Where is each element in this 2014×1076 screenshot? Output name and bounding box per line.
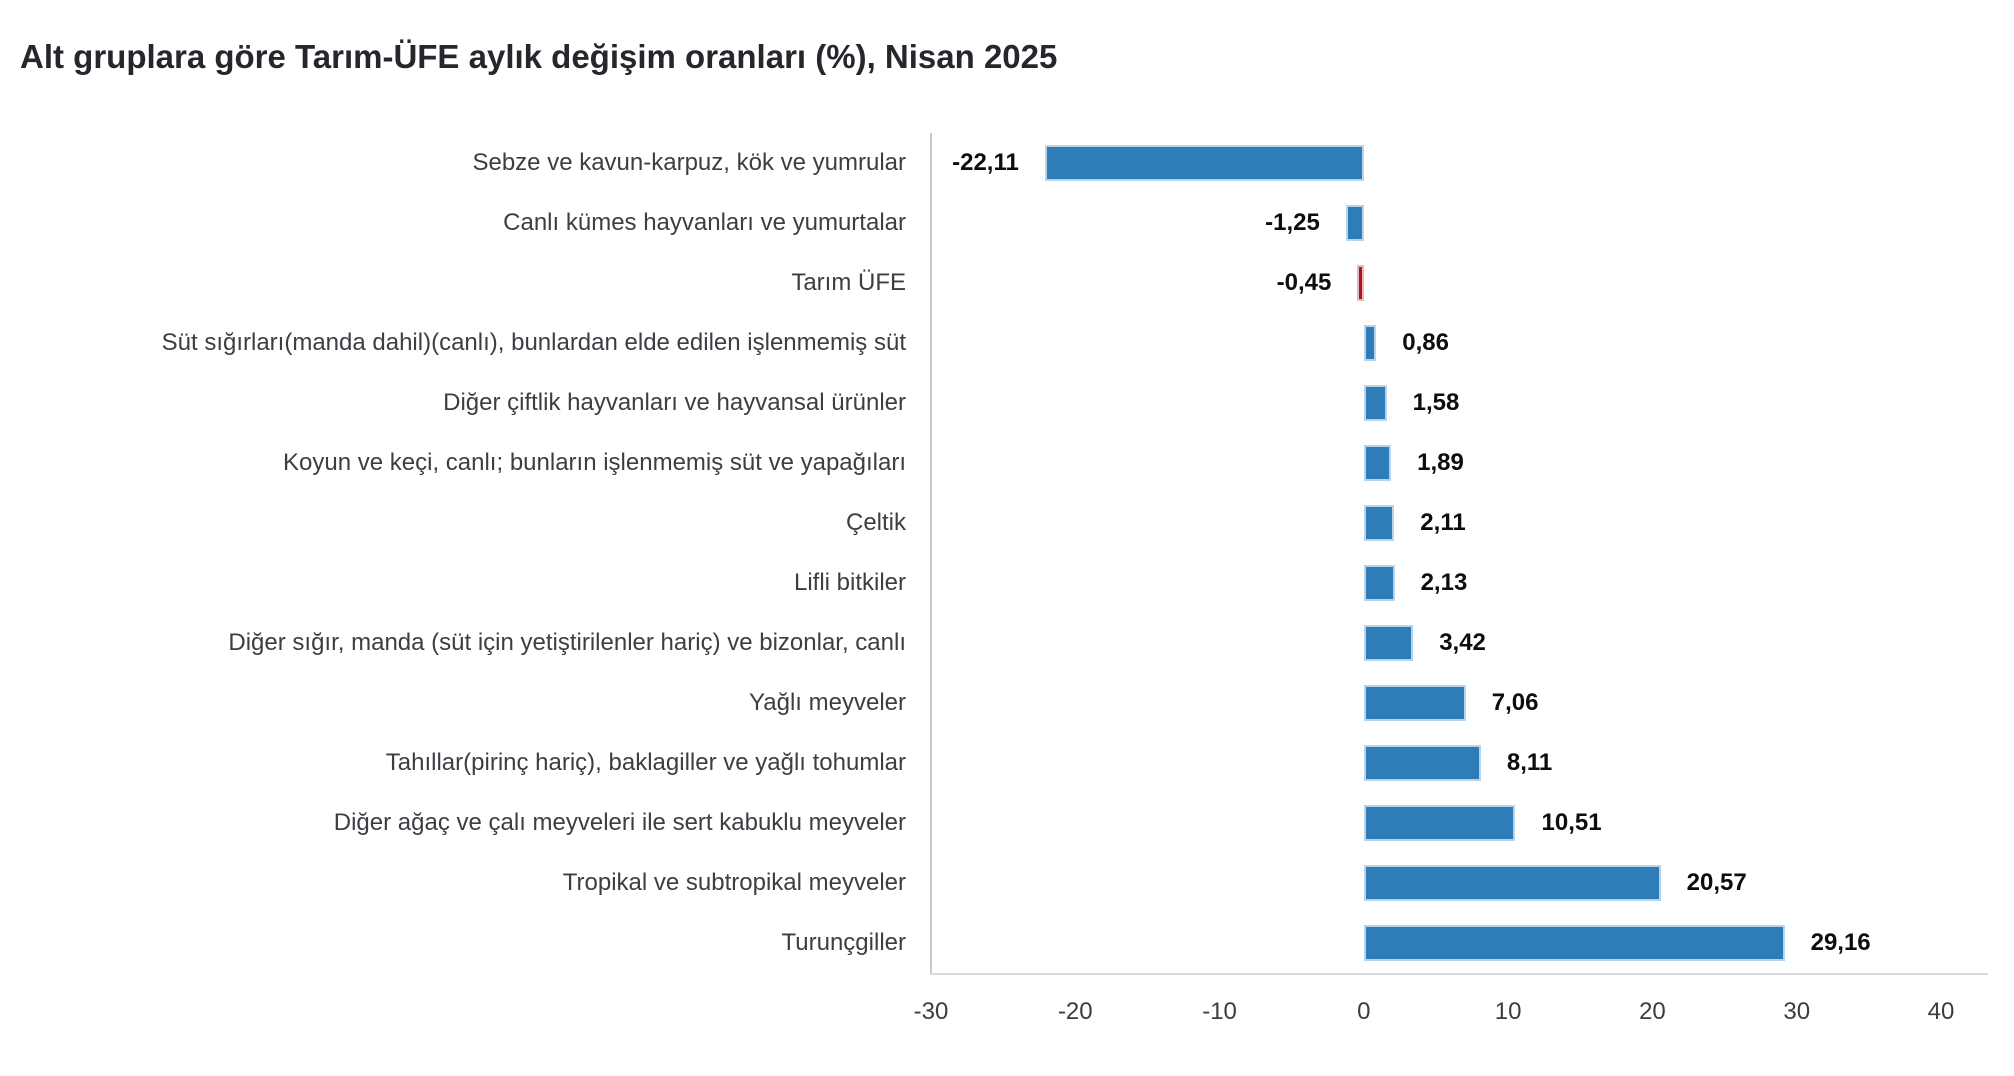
chart-title: Alt gruplara göre Tarım-ÜFE aylık değişi…: [20, 38, 1058, 75]
x-axis-tick-label: -10: [1202, 998, 1237, 1025]
category-label: Turunçgiller: [0, 913, 907, 973]
value-label: -22,11: [952, 149, 1019, 176]
category-label: Tropikal ve subtropikal meyveler: [0, 853, 906, 913]
category-label-text: Yağlı meyveler: [749, 689, 906, 716]
category-label: Koyun ve keçi, canlı; bunların işlenmemi…: [0, 433, 906, 493]
value-label: 29,16: [1810, 929, 1871, 956]
x-axis-tick-label: -20: [1057, 998, 1093, 1025]
bar: [1363, 505, 1395, 541]
x-axis-tick-label: 20: [1639, 998, 1666, 1025]
bar: [1363, 625, 1414, 661]
category-label: Süt sığırları(manda dahil)(canlı), bunla…: [0, 313, 906, 373]
category-label: Diğer sığır, manda (süt için yetiştirile…: [0, 613, 906, 673]
x-axis-tick-label: 30: [1783, 998, 1811, 1025]
category-label-text: Tahıllar(pirinç hariç), baklagiller ve y…: [385, 749, 906, 776]
x-axis-tick-label: 40: [1927, 998, 1955, 1025]
x-axis-tick-label: 10: [1494, 998, 1522, 1025]
value-label: 10,51: [1541, 809, 1602, 836]
category-label: Diğer ağaç ve çalı meyveleri ile sert ka…: [0, 793, 906, 853]
bar: [1363, 445, 1392, 481]
bar: [1363, 805, 1516, 841]
category-label-text: Canlı kümes hayvanları ve yumurtalar: [503, 209, 906, 236]
category-label-text: Tarım ÜFE: [791, 269, 906, 296]
bar: [1363, 565, 1395, 601]
category-label-text: Turunçgiller: [781, 929, 907, 956]
category-label: Tarım ÜFE: [0, 253, 906, 313]
value-label: 3,42: [1439, 629, 1486, 656]
category-label: Yağlı meyveler: [0, 673, 906, 733]
category-label-text: Diğer sığır, manda (süt için yetiştirile…: [228, 629, 906, 656]
bar: [1363, 865, 1661, 901]
value-label: 7,06: [1491, 689, 1539, 716]
category-label-text: Koyun ve keçi, canlı; bunların işlenmemi…: [283, 449, 906, 476]
value-label: 0,86: [1402, 329, 1449, 356]
value-label: -1,25: [1265, 209, 1320, 236]
bar: [1044, 145, 1364, 181]
x-axis-tick-label: -30: [913, 998, 949, 1025]
value-label: 1,58: [1412, 389, 1460, 416]
value-label: 2,13: [1420, 569, 1468, 596]
category-label: Sebze ve kavun-karpuz, kök ve yumrular: [0, 133, 906, 193]
category-label-text: Lifli bitkiler: [793, 569, 906, 596]
value-label: 20,57: [1686, 869, 1747, 896]
bar: [1363, 745, 1481, 781]
category-label-text: Diğer çiftlik hayvanları ve hayvansal ür…: [443, 389, 906, 416]
bar: [1363, 385, 1387, 421]
category-label: Tahıllar(pirinç hariç), baklagiller ve y…: [0, 733, 906, 793]
value-label: -0,45: [1276, 269, 1332, 296]
bar: [1363, 685, 1466, 721]
x-axis-line: [930, 973, 1988, 975]
category-label-text: Sebze ve kavun-karpuz, kök ve yumrular: [472, 149, 906, 176]
category-label: Çeltik: [0, 493, 906, 553]
category-label: Canlı kümes hayvanları ve yumurtalar: [0, 193, 906, 253]
plot-left-border: [930, 133, 932, 975]
bar: [1363, 925, 1785, 961]
highlight-bar: [1357, 265, 1364, 301]
value-label: 2,11: [1420, 509, 1466, 536]
bar: [1345, 205, 1364, 241]
category-label: Diğer çiftlik hayvanları ve hayvansal ür…: [0, 373, 906, 433]
category-label-text: Çeltik: [845, 509, 906, 536]
category-label: Lifli bitkiler: [0, 553, 906, 613]
value-label: 8,11: [1506, 749, 1553, 776]
bar: [1363, 325, 1377, 361]
category-label-text: Diğer ağaç ve çalı meyveleri ile sert ka…: [333, 809, 906, 836]
x-axis-tick-label: 0: [1357, 998, 1371, 1025]
category-label-text: Süt sığırları(manda dahil)(canlı), bunla…: [161, 329, 906, 356]
value-label: 1,89: [1417, 449, 1464, 476]
category-label-text: Tropikal ve subtropikal meyveler: [562, 869, 906, 896]
